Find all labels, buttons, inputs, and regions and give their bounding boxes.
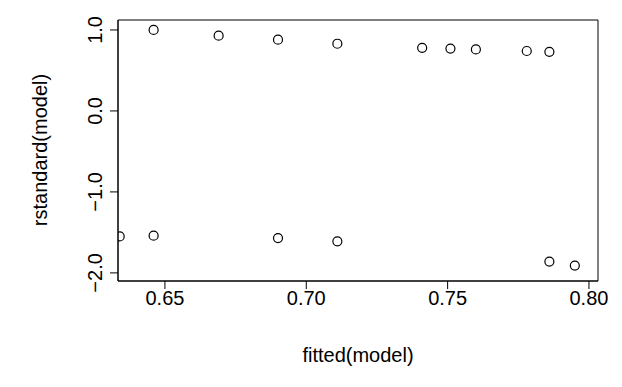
html-text:fitted(model): fitted(model) (302, 344, 414, 366)
svg-text:0.65: 0.65 (145, 287, 184, 309)
svg-text:0.80: 0.80 (569, 287, 608, 309)
svg-text:0.70: 0.70 (287, 287, 326, 309)
svg-text:−1.0: −1.0 (84, 172, 106, 211)
svg-text:0.75: 0.75 (428, 287, 467, 309)
svg-text:0.0: 0.0 (84, 97, 106, 125)
svg-text:1.0: 1.0 (84, 16, 106, 44)
html-text:rstandard(model): rstandard(model) (28, 73, 51, 227)
svg-text:−2.0: −2.0 (84, 253, 106, 292)
